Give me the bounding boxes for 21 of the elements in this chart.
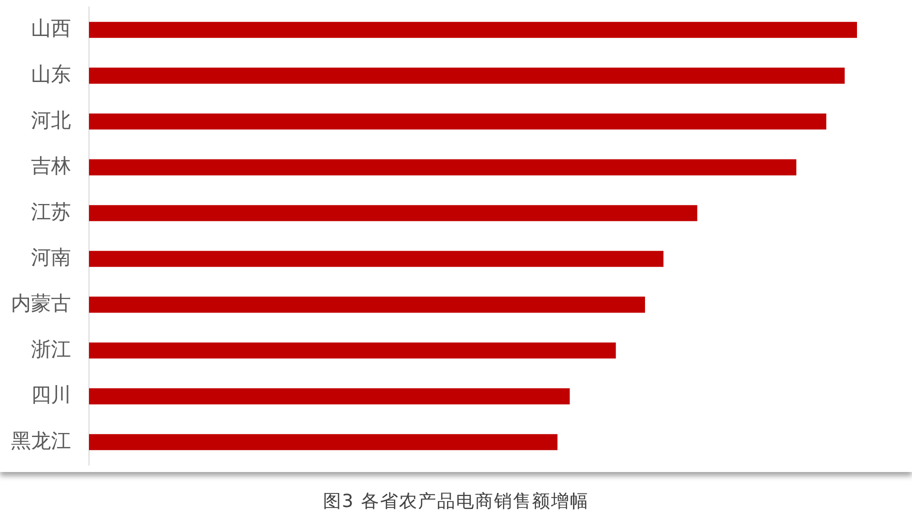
y-tick-label: 河南 — [31, 247, 71, 270]
bar — [89, 68, 845, 84]
text: 图3 各省农产品电商销售额增幅 — [322, 490, 590, 513]
y-tick-label: 山西 — [31, 18, 71, 40]
y-tick-label: 内蒙古 — [11, 292, 71, 315]
y-tick-label: 黑龙江 — [11, 430, 71, 452]
bar — [89, 388, 570, 404]
bar — [89, 113, 826, 130]
bar — [89, 342, 616, 359]
bar — [89, 434, 558, 450]
bar — [89, 22, 857, 38]
y-tick-label: 山东 — [31, 64, 71, 86]
bar — [89, 205, 698, 222]
y-tick-label: 江苏 — [31, 201, 71, 224]
y-tick-label: 吉林 — [31, 156, 71, 178]
y-tick-label: 浙江 — [31, 338, 71, 361]
y-tick-label: 四川 — [31, 384, 71, 407]
bar — [89, 159, 796, 176]
bar — [89, 250, 664, 267]
bar — [89, 296, 646, 313]
y-tick-label: 河北 — [31, 110, 71, 132]
